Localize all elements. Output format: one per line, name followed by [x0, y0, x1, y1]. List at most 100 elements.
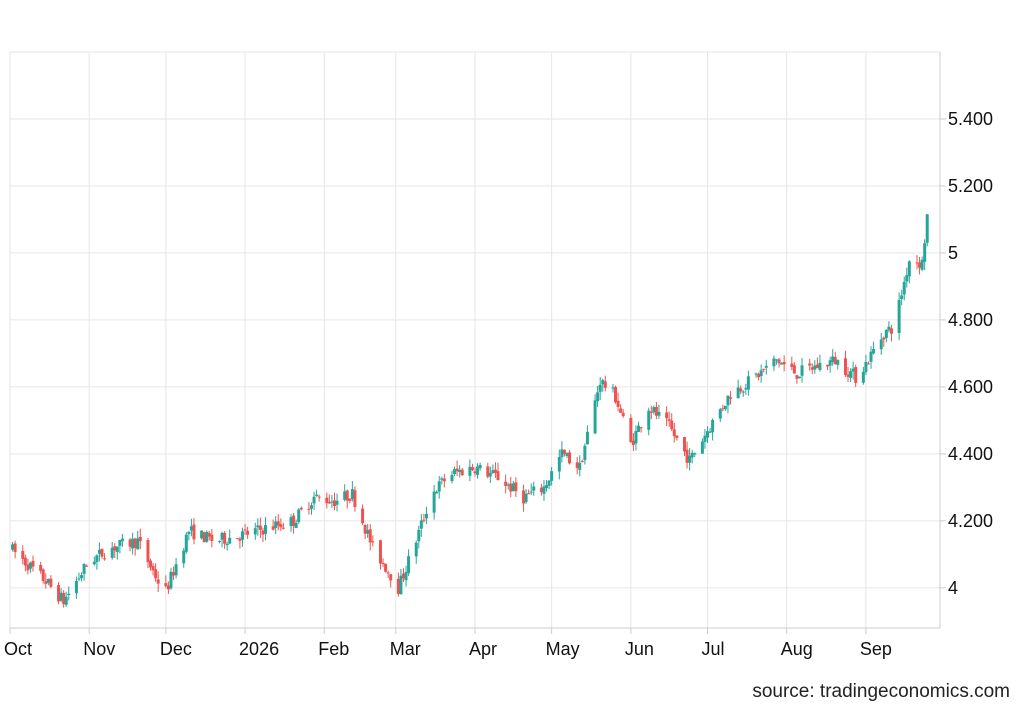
candle-body — [736, 387, 740, 399]
candle-body — [172, 572, 176, 576]
candle-body — [361, 508, 365, 524]
candle-body — [26, 564, 30, 571]
candle-body — [95, 555, 99, 562]
candle-body — [854, 367, 858, 383]
candle-body — [616, 400, 620, 407]
candle-body — [235, 538, 239, 540]
source-label: source: tradingeconomics.com — [752, 681, 1010, 702]
candle-body — [401, 573, 405, 579]
candle-body — [348, 498, 352, 501]
y-tick-label: 5.400 — [948, 109, 993, 129]
candle-body — [353, 490, 357, 508]
x-tick-label: Oct — [4, 639, 32, 659]
candle-body — [164, 583, 168, 587]
candle-body — [826, 364, 830, 367]
candle-body — [647, 410, 651, 430]
candle-body — [28, 562, 32, 569]
candle-body — [774, 359, 778, 361]
candle-body — [97, 549, 101, 554]
candle-body — [757, 373, 761, 378]
candle-body — [146, 540, 150, 563]
candle-body — [861, 371, 865, 383]
candle-body — [476, 466, 480, 475]
candle-body — [665, 412, 669, 419]
candle-body — [289, 517, 293, 527]
candle-body — [721, 408, 725, 410]
candle-body — [437, 481, 441, 492]
candle-body — [879, 339, 883, 350]
candle-body — [77, 578, 81, 580]
candle-body — [468, 466, 472, 476]
candlestick-series — [11, 214, 929, 608]
candle-body — [900, 295, 904, 300]
candle-body — [294, 522, 298, 528]
candle-body — [511, 483, 515, 492]
candle-body — [279, 524, 283, 528]
candle-body — [777, 359, 781, 364]
candle-body — [754, 373, 758, 375]
candle-body — [11, 544, 15, 550]
x-tick-label: Aug — [781, 639, 813, 659]
candle-body — [667, 419, 671, 421]
x-tick-label: Jul — [702, 639, 725, 659]
candle-body — [923, 243, 927, 262]
candle-body — [808, 363, 812, 366]
candle-body — [205, 531, 209, 542]
candle-body — [82, 564, 86, 574]
x-tick-label: Apr — [469, 639, 497, 659]
grid-lines — [9, 51, 940, 628]
candle-body — [575, 462, 579, 468]
x-tick-label: Nov — [83, 639, 115, 659]
candle-body — [728, 397, 732, 399]
candle-body — [634, 431, 638, 444]
candle-body — [504, 481, 508, 486]
candle-body — [657, 411, 661, 416]
candle-body — [151, 565, 155, 571]
candle-body — [846, 374, 850, 377]
candle-body — [527, 493, 531, 495]
candle-body — [539, 487, 543, 493]
candle-body — [670, 420, 674, 430]
candle-body — [621, 412, 625, 417]
candle-body — [23, 557, 27, 566]
candle-body — [529, 491, 533, 493]
candle-body — [363, 524, 367, 534]
candle-body — [41, 569, 45, 581]
x-tick-label: Feb — [318, 639, 349, 659]
candle-body — [593, 400, 597, 434]
candle-body — [611, 387, 615, 389]
candle-body — [887, 326, 891, 331]
candle-body — [711, 420, 715, 433]
candle-body — [815, 364, 819, 369]
candle-body — [325, 497, 329, 504]
candle-body — [110, 547, 114, 558]
candle-body — [192, 524, 196, 540]
candle-body — [514, 482, 518, 492]
candle-body — [688, 455, 692, 463]
candle-body — [327, 501, 331, 504]
candle-body — [442, 478, 446, 482]
candle-body — [202, 532, 206, 543]
candle-body — [182, 550, 186, 564]
candle-body — [889, 328, 893, 334]
candle-body — [74, 580, 78, 594]
candle-body — [547, 480, 551, 486]
candle-body — [828, 360, 832, 366]
candle-body — [455, 468, 459, 472]
candle-body — [200, 530, 204, 539]
candle-body — [780, 363, 784, 365]
candle-body — [872, 349, 876, 354]
candle-body — [13, 543, 17, 552]
candle-body — [542, 486, 546, 494]
candle-body — [154, 569, 158, 579]
candle-body — [59, 592, 63, 601]
candle-body — [864, 361, 868, 373]
axes — [9, 52, 946, 634]
candle-body — [493, 469, 497, 474]
candle-body — [223, 532, 227, 544]
candle-body — [631, 440, 635, 445]
candle-body — [263, 525, 267, 534]
candle-body — [550, 471, 554, 481]
candle-body — [800, 365, 804, 376]
candle-body — [261, 530, 265, 535]
